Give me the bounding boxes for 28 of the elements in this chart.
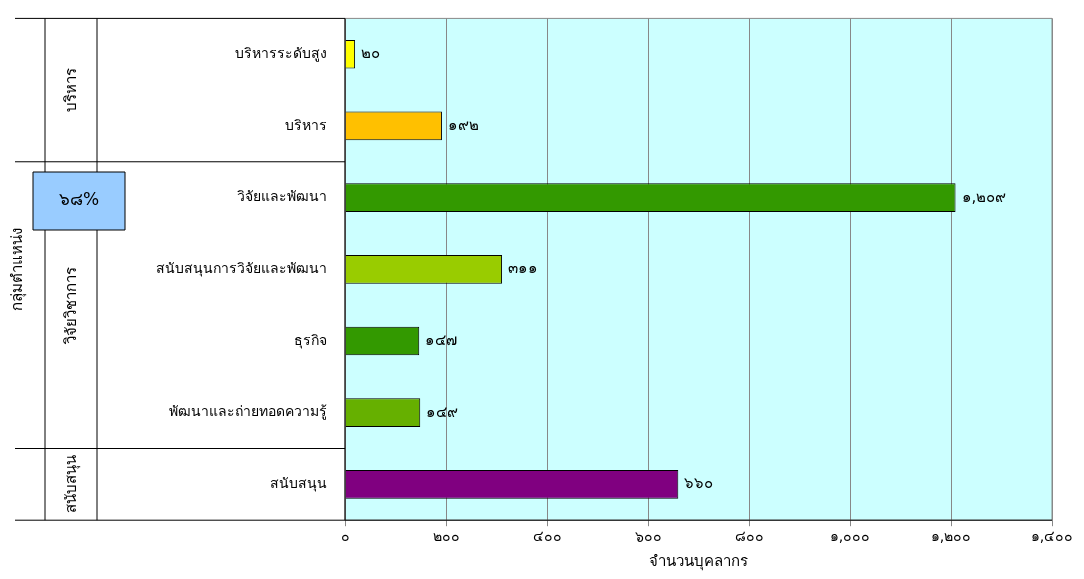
text: สนับสนุน bbox=[61, 455, 81, 514]
y-tick-label: บริหารระดับสูง bbox=[235, 44, 327, 62]
y-tick-label: สนับสนุนการวิจัยและพัฒนา bbox=[156, 259, 327, 277]
x-tick-label: ๑,๔๐๐ bbox=[1030, 528, 1074, 545]
x-tick-label: ๑,๒๐๐ bbox=[930, 528, 972, 545]
data-label: ๑๔๙ bbox=[426, 402, 459, 421]
text: กลุ่มตำแหน่ง bbox=[7, 227, 27, 311]
data-label: ๑,๒๐๙ bbox=[961, 187, 1007, 206]
data-label: ๑๙๒ bbox=[447, 115, 479, 134]
text: บริหาร bbox=[61, 68, 80, 113]
y-tick-label: ธุรกิจ bbox=[294, 331, 327, 349]
data-label: ๖๖๐ bbox=[684, 474, 714, 493]
data-label: ๑๔๗ bbox=[425, 330, 458, 349]
text: วิจัยวิชาการ bbox=[61, 266, 80, 345]
y-tick-label: บริหาร bbox=[285, 116, 327, 133]
x-axis-title: จำนวนบุคลากร bbox=[649, 551, 748, 571]
text: ๖๘% bbox=[58, 189, 100, 210]
x-tick-label: ๑,๐๐๐ bbox=[829, 528, 871, 545]
data-label: ๓๑๑ bbox=[508, 259, 539, 278]
y-tick-label: สนับสนุน bbox=[270, 475, 327, 492]
data-label: ๒๐ bbox=[361, 44, 381, 63]
x-tick-label: ๖๐๐ bbox=[634, 528, 662, 545]
x-tick-label: ๐ bbox=[340, 528, 350, 545]
x-tick-label: ๔๐๐ bbox=[532, 528, 562, 545]
x-tick-label: ๒๐๐ bbox=[432, 528, 460, 545]
x-tick-label: ๘๐๐ bbox=[734, 528, 764, 545]
y-tick-label: พัฒนาและถ่ายทอดความรู้ bbox=[169, 403, 327, 421]
y-tick-label: วิจัยและพัฒนา bbox=[237, 188, 327, 205]
